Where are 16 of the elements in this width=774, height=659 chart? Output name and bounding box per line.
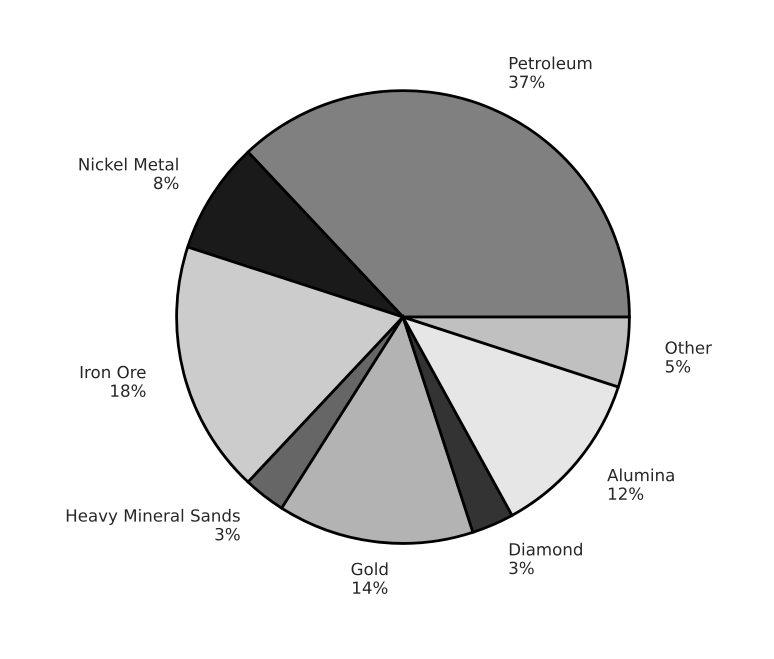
slice-label: Alumina [607,468,674,482]
slice-label: Nickel Metal [79,158,178,171]
data-label: 3% [509,562,534,574]
data-label: 18% [111,384,146,398]
data-label: 8% [154,176,178,190]
data-label: 14% [353,581,388,594]
data-label: 37% [509,75,544,88]
slice-label: Gold [352,562,388,576]
data-label: 12% [608,487,644,500]
data-label: 3% [215,528,240,540]
slice-label: Iron Ore [80,366,146,378]
slice-label: Petroleum [510,56,592,70]
data-label: 5% [666,360,690,373]
slice-label: Other [666,341,712,354]
slice-label: Diamond [510,542,582,556]
slice-label: Heavy Mineral Sands [66,508,240,526]
